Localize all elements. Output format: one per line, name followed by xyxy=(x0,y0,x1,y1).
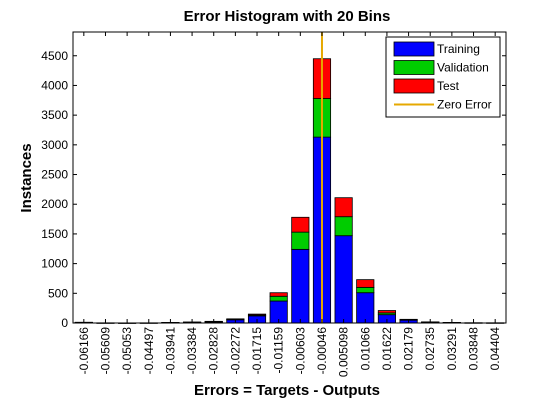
x-tick-label-4: -0.03941 xyxy=(163,327,177,375)
x-tick-label-16: 0.02735 xyxy=(423,327,437,371)
x-tick-label-3: -0.04497 xyxy=(142,327,156,375)
bar-test-8 xyxy=(247,313,267,316)
legend-swatch-training xyxy=(393,41,435,57)
x-tick-label-14: 0.01622 xyxy=(380,327,394,371)
plot-area-frame xyxy=(72,31,507,324)
bar-test-13 xyxy=(356,279,375,288)
x-tick-label-9: -0.01159 xyxy=(272,327,286,374)
x-axis: -0.06166 -0.05609 -0.05053 -0.04497 -0.03941… xyxy=(77,32,502,377)
legend-label-zero-error: Zero Error xyxy=(437,98,492,112)
bar-test-10 xyxy=(291,216,310,233)
y-tick-label-3: 1500 xyxy=(41,227,68,241)
x-tick-label-8: -0.01715 xyxy=(250,327,264,375)
y-tick-label-8: 4000 xyxy=(41,78,68,92)
y-axis-label: Instances xyxy=(18,143,35,212)
x-tick-label-2: -0.05053 xyxy=(120,327,134,375)
x-tick-label-17: 0.03291 xyxy=(445,327,459,371)
legend-label-training: Training xyxy=(437,42,480,56)
y-tick-label-1: 500 xyxy=(48,286,68,300)
bar-test-9 xyxy=(269,292,288,297)
legend-label-test: Test xyxy=(437,79,460,93)
x-tick-label-12: 0.005098 xyxy=(337,327,351,377)
x-tick-label-10: -0.00603 xyxy=(293,327,307,375)
x-tick-label-5: -0.03384 xyxy=(185,327,199,375)
legend-swatch-test xyxy=(393,78,435,94)
y-tick-label-2: 1000 xyxy=(41,257,68,271)
y-tick-label-0: 0 xyxy=(61,316,68,330)
y-axis: 0 500 1000 1500 2000 2500 3000 3500 4000 4500 xyxy=(41,49,506,330)
x-tick-label-6: -0.02828 xyxy=(207,327,221,375)
legend-label-validation: Validation xyxy=(437,61,489,75)
x-tick-label-13: 0.01066 xyxy=(358,327,372,371)
x-tick-label-19: 0.04404 xyxy=(488,327,502,371)
y-tick-label-6: 3000 xyxy=(41,138,68,152)
legend: Training Validation Test Zero Error xyxy=(385,36,501,118)
x-axis-label: Errors = Targets - Outputs xyxy=(194,382,380,399)
y-tick-label-4: 2000 xyxy=(41,197,68,211)
bar-training-13 xyxy=(356,292,375,324)
x-tick-label-18: 0.03848 xyxy=(467,327,481,371)
legend-swatch-validation xyxy=(393,60,435,75)
y-tick-label-5: 2500 xyxy=(41,168,68,182)
x-tick-label-0: -0.06166 xyxy=(77,327,91,375)
x-tick-label-11: -0.00046 xyxy=(315,327,329,375)
bar-test-12 xyxy=(334,197,353,218)
bar-validation-13 xyxy=(356,286,375,294)
bar-validation-10 xyxy=(291,231,310,250)
y-tick-label-7: 3500 xyxy=(41,108,68,122)
bar-training-12 xyxy=(334,235,353,324)
bar-test-14 xyxy=(377,310,396,314)
x-tick-label-1: -0.05609 xyxy=(98,327,112,375)
x-tick-label-7: -0.02272 xyxy=(228,327,242,375)
bar-training-10 xyxy=(291,248,310,324)
chart-title: Error Histogram with 20 Bins xyxy=(184,8,391,25)
y-tick-label-9: 4500 xyxy=(41,49,68,63)
x-tick-label-15: 0.02179 xyxy=(402,327,416,371)
bar-validation-9 xyxy=(269,295,288,302)
bar-validation-12 xyxy=(334,216,353,237)
